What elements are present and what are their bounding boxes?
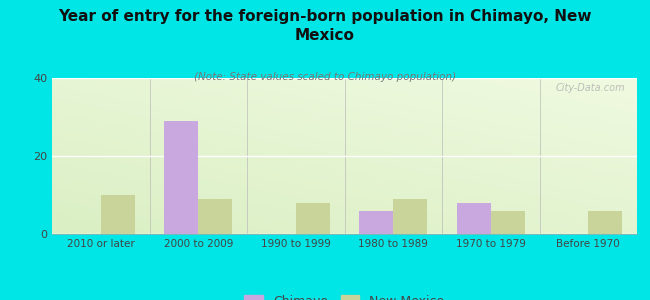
Text: City-Data.com: City-Data.com [556,83,625,93]
Bar [164,121,198,234]
Bar [296,203,330,234]
Bar [588,211,623,234]
Bar [457,203,491,234]
Bar [491,211,525,234]
Text: (Note: State values scaled to Chimayo population): (Note: State values scaled to Chimayo po… [194,72,456,82]
Bar [393,199,428,234]
Bar [359,211,393,234]
Text: Year of entry for the foreign-born population in Chimayo, New
Mexico: Year of entry for the foreign-born popul… [58,9,592,43]
Legend: Chimayo, New Mexico: Chimayo, New Mexico [239,290,450,300]
Bar [198,199,233,234]
Bar [101,195,135,234]
